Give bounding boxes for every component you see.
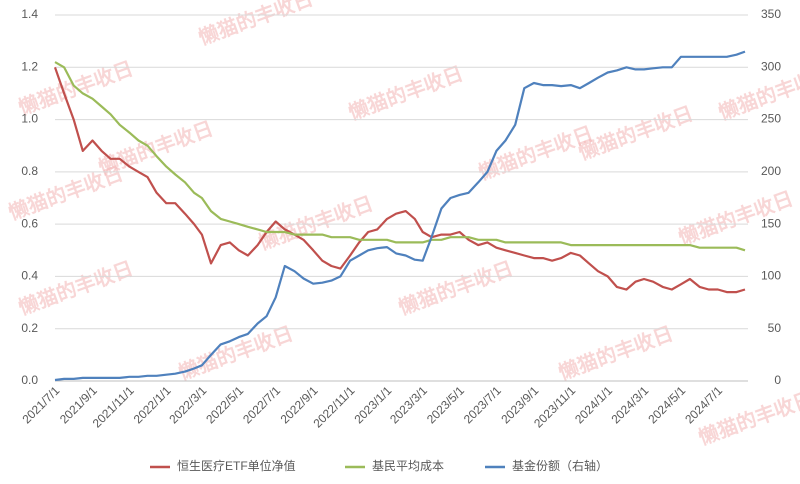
y-tick-label: 1.2 [21, 59, 38, 73]
legend-label: 基民平均成本 [372, 459, 444, 473]
x-tick-label: 2024/5/1 [645, 383, 688, 426]
watermark: 懒猫的丰收日 [195, 0, 316, 50]
y-tick-label: 0.2 [21, 321, 38, 335]
x-tick-label: 2022/7/1 [240, 383, 283, 426]
series-line [54, 50, 746, 382]
watermark: 懒猫的丰收日 [395, 256, 516, 320]
y-tick-label: 0.6 [21, 216, 38, 230]
x-tick-label: 2023/3/1 [387, 383, 430, 426]
y-tick-label: 0.8 [21, 164, 38, 178]
watermark: 懒猫的丰收日 [575, 101, 696, 165]
x-tick-label: 2023/1/1 [351, 383, 394, 426]
watermark: 懒猫的丰收日 [555, 321, 676, 385]
y2-tick-label: 350 [761, 7, 781, 21]
y-tick-label: 1.4 [21, 7, 38, 21]
y2-tick-label: 250 [761, 112, 781, 126]
y2-tick-label: 150 [761, 216, 781, 230]
legend-label: 基金份额（右轴） [512, 458, 608, 473]
x-tick-label: 2024/3/1 [608, 383, 651, 426]
x-tick-label: 2022/3/1 [166, 383, 209, 426]
y2-tick-label: 300 [761, 59, 781, 73]
series-line [53, 66, 746, 294]
y2-tick-label: 200 [761, 164, 781, 178]
watermark: 懒猫的丰收日 [715, 61, 800, 125]
x-tick-label: 2021/7/1 [19, 383, 62, 426]
y2-tick-label: 0 [774, 373, 781, 387]
watermark: 懒猫的丰收日 [15, 256, 136, 320]
y-tick-label: 0.0 [21, 373, 38, 387]
x-tick-label: 2022/5/1 [203, 383, 246, 426]
legend-label: 恒生医疗ETF单位净值 [177, 458, 296, 473]
y2-tick-label: 100 [761, 269, 781, 283]
x-tick-label: 2023/7/1 [461, 383, 504, 426]
watermark: 懒猫的丰收日 [345, 61, 466, 125]
watermark: 懒猫的丰收日 [175, 321, 296, 385]
y-tick-label: 1.0 [21, 112, 38, 126]
y2-tick-label: 50 [768, 321, 782, 335]
watermark: 懒猫的丰收日 [475, 121, 596, 185]
x-tick-label: 2022/1/1 [131, 383, 174, 426]
series-line [54, 61, 746, 252]
x-tick-label: 2024/1/1 [572, 383, 615, 426]
x-tick-label: 2023/5/1 [424, 383, 467, 426]
y-tick-label: 0.4 [21, 269, 38, 283]
